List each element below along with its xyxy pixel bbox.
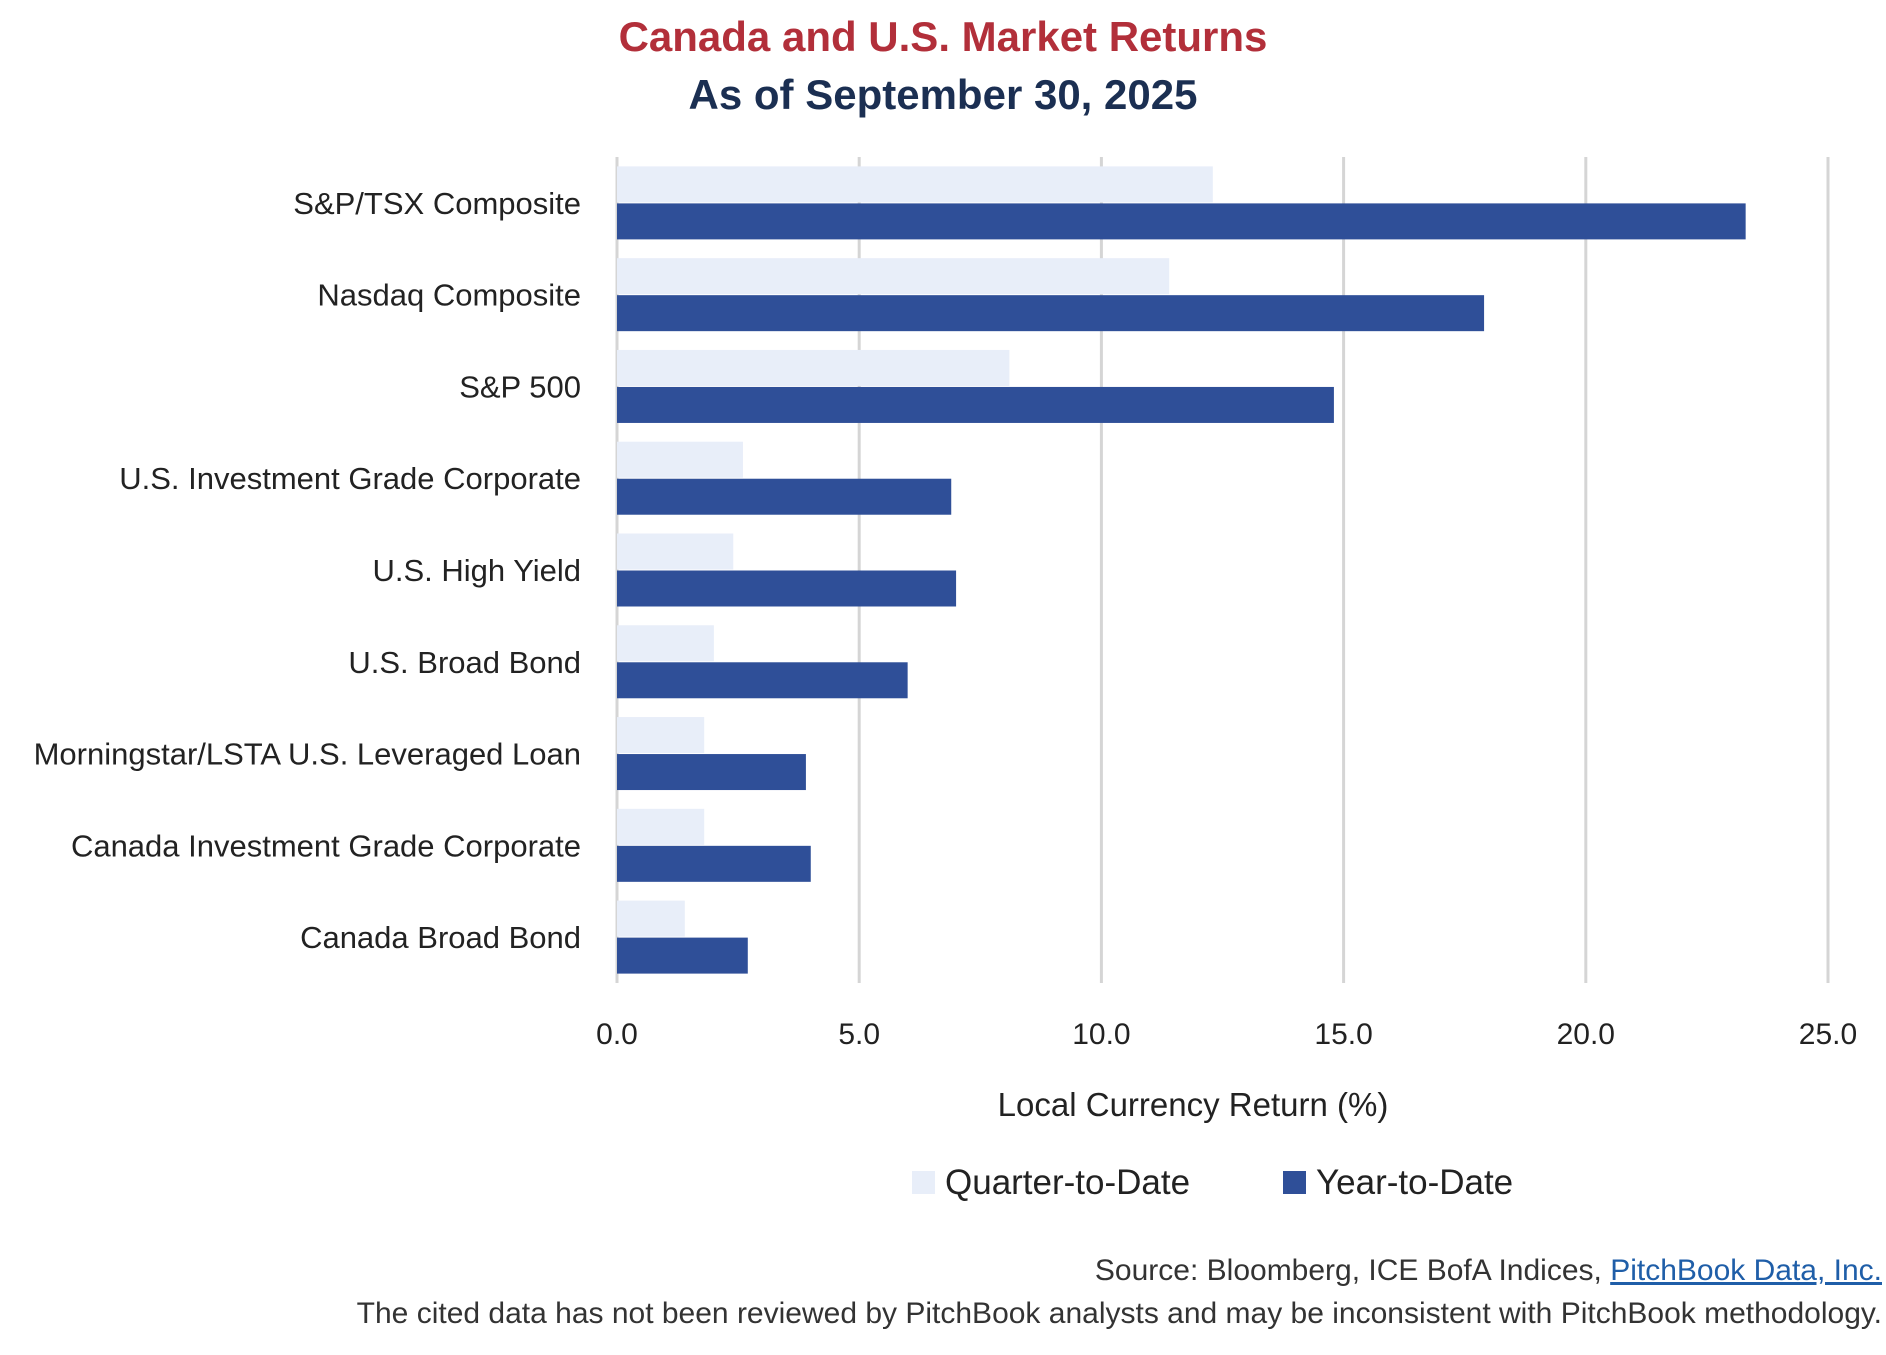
chart-subtitle: As of September 30, 2025	[689, 71, 1198, 118]
x-axis-title: Local Currency Return (%)	[998, 1086, 1389, 1123]
gridlines	[615, 157, 1830, 983]
legend-swatch-quarter-to-date	[912, 1171, 935, 1194]
bar-quarter-to-date-canada-investment-grade-corporate	[617, 808, 705, 845]
x-tick-label-1: 5.0	[838, 1018, 880, 1051]
bars	[617, 166, 1746, 974]
bar-quarter-to-date-sandp-500	[617, 349, 1010, 386]
bar-quarter-to-date-morningstar-lsta-u-s-leveraged-loan	[617, 717, 705, 754]
legend-swatch-year-to-date	[1283, 1171, 1306, 1194]
bar-quarter-to-date-canada-broad-bond	[617, 900, 685, 937]
category-label-u-s-high-yield: U.S. High Yield	[373, 553, 582, 588]
pitchbook-link[interactable]: PitchBook Data, Inc.	[1610, 1254, 1882, 1287]
category-label-sandp-500: S&P 500	[459, 369, 581, 404]
x-tick-label-2: 10.0	[1072, 1018, 1130, 1051]
footer: Source: Bloomberg, ICE BofA Indices, Pit…	[357, 1254, 1882, 1330]
legend-label-year-to-date: Year-to-Date	[1316, 1163, 1513, 1202]
bar-year-to-date-morningstar-lsta-u-s-leveraged-loan	[617, 754, 806, 791]
category-label-nasdaq-composite: Nasdaq Composite	[317, 278, 581, 313]
category-labels: S&P/TSX Composite Nasdaq Composite S&P 500…	[34, 186, 581, 955]
x-tick-label-4: 20.0	[1557, 1018, 1615, 1051]
bar-year-to-date-u-s-broad-bond	[617, 662, 908, 699]
x-tick-label-0: 0.0	[596, 1018, 638, 1051]
bar-year-to-date-sandp-tsx-composite	[617, 203, 1746, 240]
bar-year-to-date-u-s-investment-grade-corporate	[617, 478, 952, 515]
bar-quarter-to-date-u-s-high-yield	[617, 533, 734, 570]
bar-year-to-date-nasdaq-composite	[617, 295, 1485, 332]
bar-year-to-date-canada-investment-grade-corporate	[617, 845, 811, 882]
category-label-canada-broad-bond: Canada Broad Bond	[300, 920, 581, 955]
bar-year-to-date-u-s-high-yield	[617, 570, 957, 607]
legend: Quarter-to-Date Year-to-Date	[912, 1163, 1513, 1202]
category-label-sandp-tsx-composite: S&P/TSX Composite	[293, 186, 581, 221]
source-note: Source: Bloomberg, ICE BofA Indices, Pit…	[1095, 1254, 1882, 1287]
x-tick-labels: 0.0 5.0 10.0 15.0 20.0 25.0	[596, 1018, 1857, 1051]
category-label-u-s-investment-grade-corporate: U.S. Investment Grade Corporate	[119, 461, 581, 496]
bar-quarter-to-date-sandp-tsx-composite	[617, 166, 1213, 203]
category-label-u-s-broad-bond: U.S. Broad Bond	[348, 645, 581, 680]
x-tick-label-5: 25.0	[1799, 1018, 1857, 1051]
bar-quarter-to-date-u-s-broad-bond	[617, 625, 714, 662]
chart-title: Canada and U.S. Market Returns	[619, 13, 1268, 60]
category-label-morningstar-lsta-u-s-leveraged-loan: Morningstar/LSTA U.S. Leveraged Loan	[34, 737, 581, 772]
x-tick-label-3: 15.0	[1314, 1018, 1372, 1051]
disclaimer-note: The cited data has not been reviewed by …	[357, 1297, 1882, 1330]
bar-quarter-to-date-nasdaq-composite	[617, 258, 1170, 295]
legend-label-quarter-to-date: Quarter-to-Date	[945, 1163, 1190, 1202]
category-label-canada-investment-grade-corporate: Canada Investment Grade Corporate	[71, 828, 581, 863]
bar-year-to-date-canada-broad-bond	[617, 937, 748, 974]
bar-year-to-date-sandp-500	[617, 386, 1334, 423]
bar-quarter-to-date-u-s-investment-grade-corporate	[617, 441, 743, 478]
source-prefix: Source: Bloomberg, ICE BofA Indices,	[1095, 1254, 1610, 1287]
